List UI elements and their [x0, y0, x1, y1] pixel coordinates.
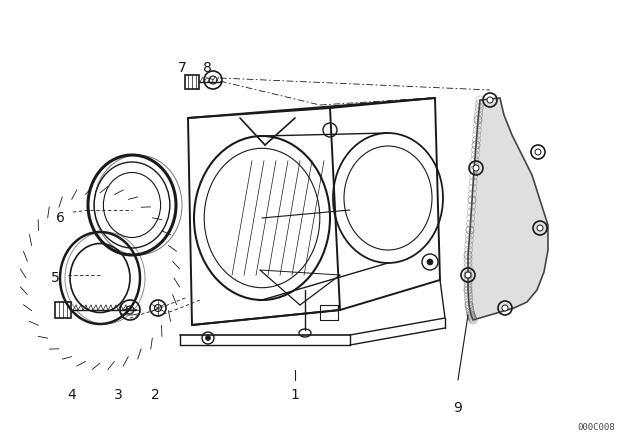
- Text: 6: 6: [56, 211, 65, 225]
- Circle shape: [537, 225, 543, 231]
- Circle shape: [465, 272, 471, 278]
- Text: 1: 1: [291, 388, 300, 402]
- Text: 000C008: 000C008: [577, 423, 615, 432]
- Circle shape: [427, 259, 433, 265]
- Text: 7: 7: [178, 61, 186, 75]
- Text: 9: 9: [454, 401, 463, 415]
- Text: 2: 2: [150, 388, 159, 402]
- Circle shape: [502, 305, 508, 311]
- Circle shape: [473, 165, 479, 171]
- Polygon shape: [468, 98, 548, 320]
- Text: 3: 3: [114, 388, 122, 402]
- Circle shape: [205, 336, 211, 340]
- Circle shape: [487, 97, 493, 103]
- Circle shape: [535, 149, 541, 155]
- Text: 5: 5: [51, 271, 60, 285]
- Text: 4: 4: [68, 388, 76, 402]
- Text: 8: 8: [203, 61, 211, 75]
